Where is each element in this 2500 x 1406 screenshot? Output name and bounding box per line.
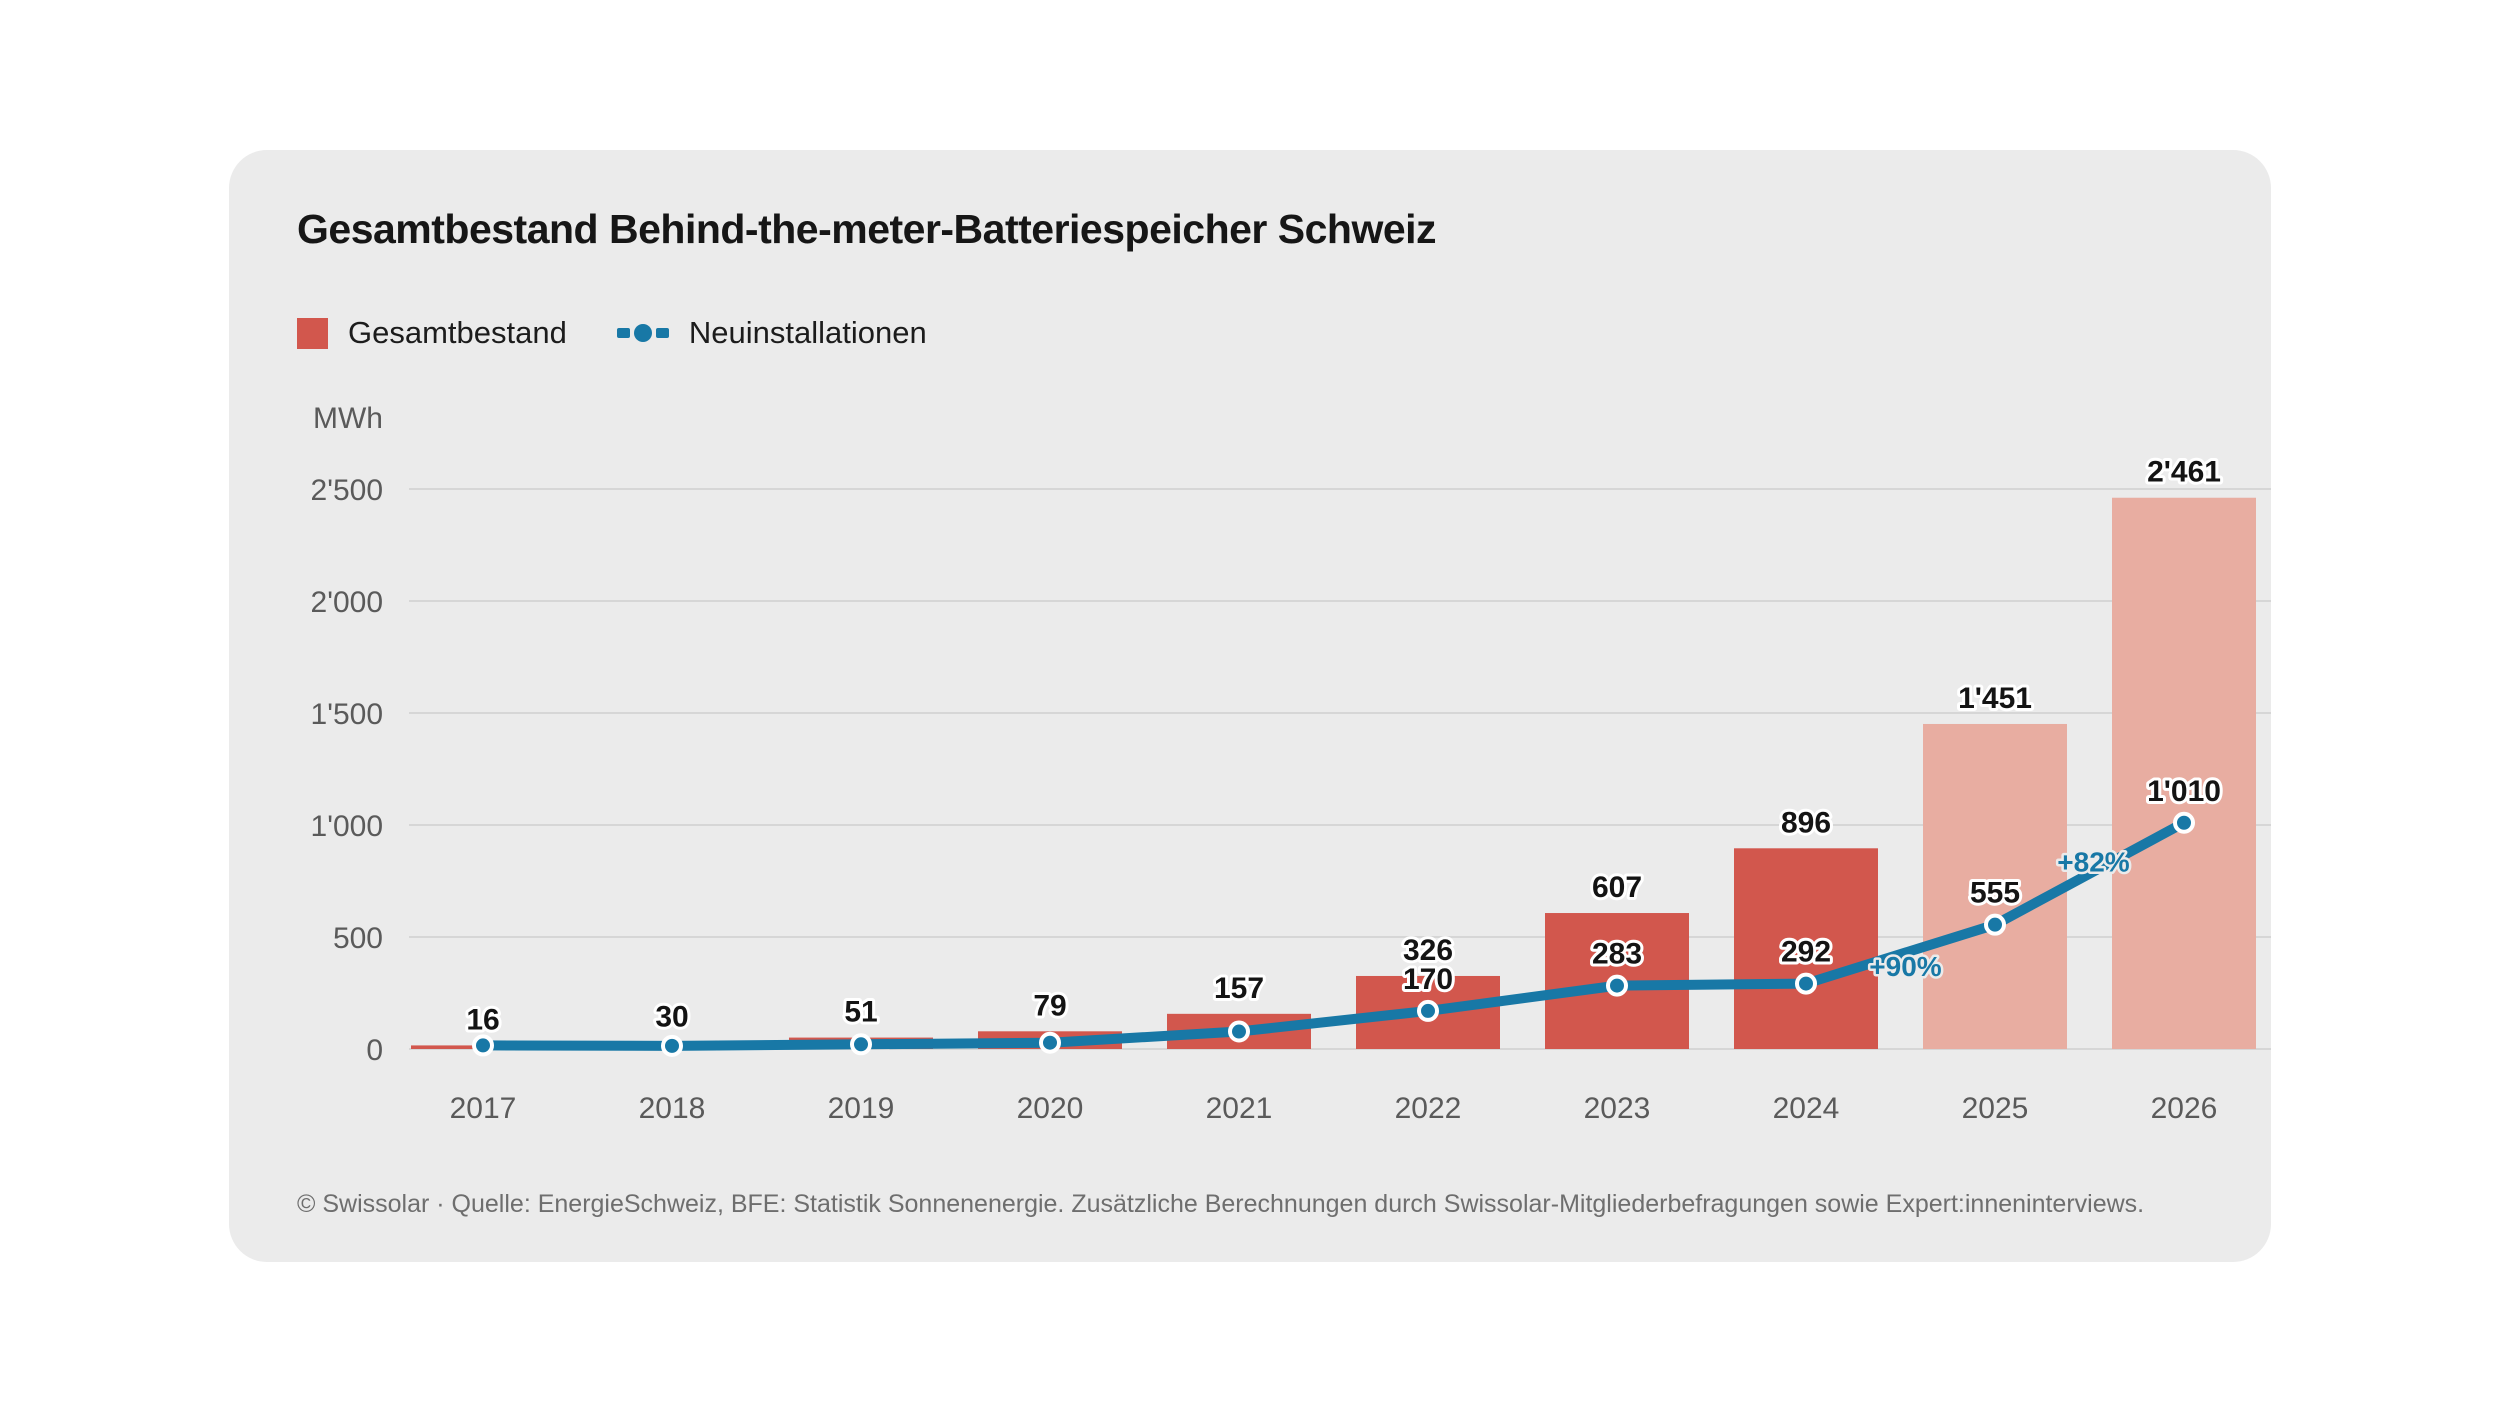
legend: Gesamtbestand Neuinstallationen [297, 315, 927, 351]
combo-chart-plot: MWh 0 500 1'000 1'500 2'000 2'500 2017 2018 2019 2… [311, 402, 2271, 1125]
line-marker-2022 [1417, 999, 1439, 1022]
bar-value-label-2019: 51 [844, 996, 877, 1029]
line-marker-2017 [472, 1034, 494, 1057]
bar-value-label-2020: 79 [1033, 989, 1066, 1022]
line-marker-2019 [850, 1033, 872, 1056]
growth-annotation-82: +82% [2057, 847, 2129, 878]
line-marker-2024 [1795, 972, 1817, 995]
line-marker-2023 [1606, 974, 1628, 997]
x-axis-label-2023: 2023 [1584, 1092, 1651, 1125]
legend-item-gesamtbestand: Gesamtbestand [297, 315, 567, 351]
chart-card: Gesamtbestand Behind-the-meter-Batteries… [229, 150, 2271, 1262]
x-axis-label-2019: 2019 [828, 1092, 895, 1125]
chart-title: Gesamtbestand Behind-the-meter-Batteries… [297, 206, 1437, 252]
line-value-label-2023: 283 [1592, 938, 1642, 971]
line-marker-2026 [2173, 811, 2195, 834]
legend-label-gesamtbestand: Gesamtbestand [348, 315, 567, 350]
x-axis-label-2021: 2021 [1206, 1092, 1273, 1125]
bar-value-label-2026: 2'461 [2147, 456, 2221, 489]
line-value-label-2025: 555 [1970, 877, 2020, 910]
bar-value-label-2025: 1'451 [1958, 682, 2032, 715]
line-value-label-2022: 170 [1403, 963, 1453, 996]
x-axis-label-2018: 2018 [639, 1092, 706, 1125]
line-series-swatch-icon [616, 324, 669, 342]
x-axis-label-2017: 2017 [450, 1092, 517, 1125]
bar-value-label-2024: 896 [1781, 806, 1831, 839]
line-value-label-2024: 292 [1781, 936, 1831, 969]
x-axis-label-2024: 2024 [1773, 1092, 1840, 1125]
y-axis-tick-label: 500 [333, 922, 383, 955]
bar-2024 [1734, 848, 1878, 1049]
bar-series-swatch-icon [297, 317, 328, 349]
x-axis-label-2020: 2020 [1017, 1092, 1084, 1125]
y-axis-unit-label: MWh [313, 402, 383, 435]
bar-2025 [1923, 723, 2067, 1049]
y-axis-tick-label: 1'000 [311, 810, 383, 843]
line-value-label-2026: 1'010 [2147, 775, 2221, 808]
neuinstallationen-line [478, 817, 2189, 1051]
line-marker-2021 [1228, 1020, 1250, 1043]
y-axis-tick-label: 0 [366, 1034, 383, 1067]
bar-value-label-2018: 30 [655, 1000, 688, 1033]
line-marker-2020 [1039, 1031, 1061, 1054]
y-axis-tick-label: 2'500 [311, 474, 383, 507]
y-axis-tick-label: 1'500 [311, 698, 383, 731]
bar-value-label-2021: 157 [1214, 972, 1264, 1005]
x-axis-label-2025: 2025 [1962, 1092, 2029, 1125]
line-marker-2025 [1984, 913, 2006, 936]
bar-value-label-2023: 607 [1592, 871, 1642, 904]
source-note: © Swissolar · Quelle: EnergieSchweiz, BF… [297, 1190, 2145, 1218]
legend-label-neuinstallationen: Neuinstallationen [688, 315, 927, 350]
bar-value-label-2022: 326 [1403, 934, 1453, 967]
x-axis-label-2022: 2022 [1395, 1092, 1462, 1125]
growth-annotation-90: +90% [1869, 951, 1941, 982]
bar-2026 [2112, 497, 2256, 1050]
x-axis-label-2026: 2026 [2151, 1092, 2218, 1125]
bar-value-label-2017: 16 [466, 1003, 499, 1036]
legend-item-neuinstallationen: Neuinstallationen [616, 315, 927, 351]
y-axis-tick-label: 2'000 [311, 586, 383, 619]
line-marker-2018 [661, 1034, 683, 1057]
